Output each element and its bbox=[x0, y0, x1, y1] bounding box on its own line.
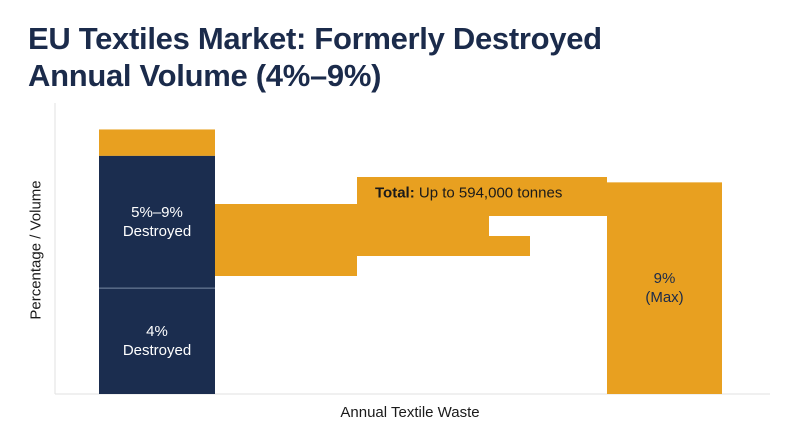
label-max-value: 9% bbox=[653, 270, 676, 288]
total-annotation-text: Up to 594,000 tonnes bbox=[414, 184, 563, 202]
flow-notch bbox=[489, 216, 607, 236]
label-9-max: 9% (Max) bbox=[645, 269, 683, 307]
chart-title-line-2: Annual Volume (4%–9%) bbox=[28, 58, 382, 93]
bar-segment-5-9-destroyed bbox=[99, 155, 215, 289]
bar-segment-top bbox=[99, 129, 215, 156]
chart-title-line-1: EU Textiles Market: Formerly Destroyed bbox=[28, 21, 602, 56]
label-5-9-text: Destroyed bbox=[122, 223, 192, 241]
label-5-9-destroyed: 5%–9% Destroyed bbox=[123, 203, 191, 241]
label-5-9-value: 5%–9% bbox=[131, 204, 183, 222]
flow-connector-shape bbox=[215, 177, 607, 276]
label-4-text: Destroyed bbox=[122, 342, 192, 360]
label-4-value: 4% bbox=[146, 323, 168, 341]
label-max-text: (Max) bbox=[645, 289, 684, 307]
total-annotation-bold: Total: bbox=[375, 184, 415, 202]
bar-9-max bbox=[607, 182, 722, 394]
bar-segment-4-destroyed bbox=[99, 288, 215, 394]
y-axis-label: Percentage / Volume bbox=[27, 180, 45, 320]
label-4-destroyed: 4% Destroyed bbox=[123, 322, 191, 360]
x-axis-label: Annual Textile Waste bbox=[340, 404, 480, 421]
total-annotation: Total: Up to 594,000 tonnes bbox=[375, 185, 562, 202]
chart-title: EU Textiles Market: Formerly Destroyed A… bbox=[28, 20, 602, 94]
